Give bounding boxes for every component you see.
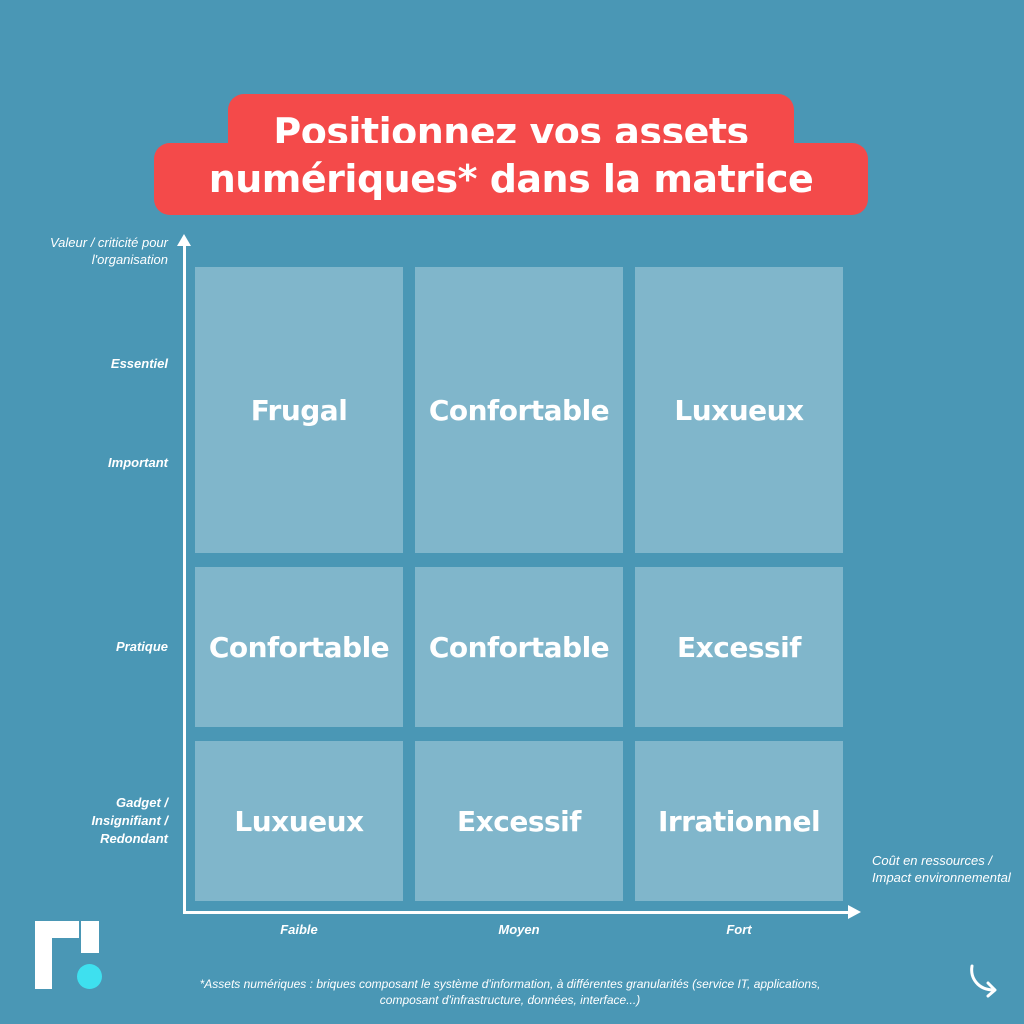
y-axis-title: Valeur / criticité pour l'organisation bbox=[49, 235, 168, 267]
y-axis-line bbox=[183, 244, 186, 914]
matrix-cell-r1-c3: Luxueux bbox=[635, 267, 843, 553]
matrix-cell-r3-c1: Luxueux bbox=[195, 741, 403, 901]
footnote: *Assets numériques : briques composant l… bbox=[199, 977, 821, 1007]
cell-label: Luxueux bbox=[234, 804, 364, 838]
matrix-cell-r2-c2: Confortable bbox=[415, 567, 623, 727]
logo-mark bbox=[81, 921, 99, 953]
cell-label: Excessif bbox=[677, 630, 801, 664]
cell-label: Irrationnel bbox=[657, 804, 821, 838]
x-level-moyen: Moyen bbox=[498, 922, 540, 937]
cell-label: Frugal bbox=[250, 393, 348, 427]
matrix-cell-r2-c1: Confortable bbox=[195, 567, 403, 727]
curved-arrow-icon[interactable] bbox=[966, 962, 1002, 998]
logo-arm bbox=[35, 921, 79, 938]
matrix-cell-r3-c2: Excessif bbox=[415, 741, 623, 901]
logo-stem bbox=[35, 921, 52, 989]
x-level-faible: Faible bbox=[280, 922, 318, 937]
y-level-important: Important bbox=[108, 455, 168, 470]
matrix-cell-r2-c3: Excessif bbox=[635, 567, 843, 727]
logo-dot bbox=[77, 964, 102, 989]
matrix-cell-r3-c3: Irrationnel bbox=[635, 741, 843, 901]
y-axis-arrow-icon bbox=[177, 234, 191, 246]
matrix-cell-r1-c1: Frugal bbox=[195, 267, 403, 553]
x-axis-line bbox=[183, 911, 848, 914]
y-level-essentiel: Essentiel bbox=[110, 356, 168, 371]
cell-label: Luxueux bbox=[674, 393, 804, 427]
cell-label: Excessif bbox=[457, 804, 581, 838]
cell-label: Confortable bbox=[208, 630, 390, 664]
title-line-2: numériques* dans la matrice bbox=[154, 143, 868, 215]
cell-label: Confortable bbox=[428, 393, 610, 427]
y-level-gadget: Gadget / Insignifiant / Redondant bbox=[91, 795, 168, 846]
x-level-fort: Fort bbox=[726, 922, 752, 937]
matrix-cell-r1-c2: Confortable bbox=[415, 267, 623, 553]
cell-label: Confortable bbox=[428, 630, 610, 664]
x-axis-arrow-icon bbox=[848, 905, 861, 919]
y-level-pratique: Pratique bbox=[115, 639, 168, 654]
x-axis-title: Coût en ressources / Impact environnemen… bbox=[872, 853, 1011, 885]
